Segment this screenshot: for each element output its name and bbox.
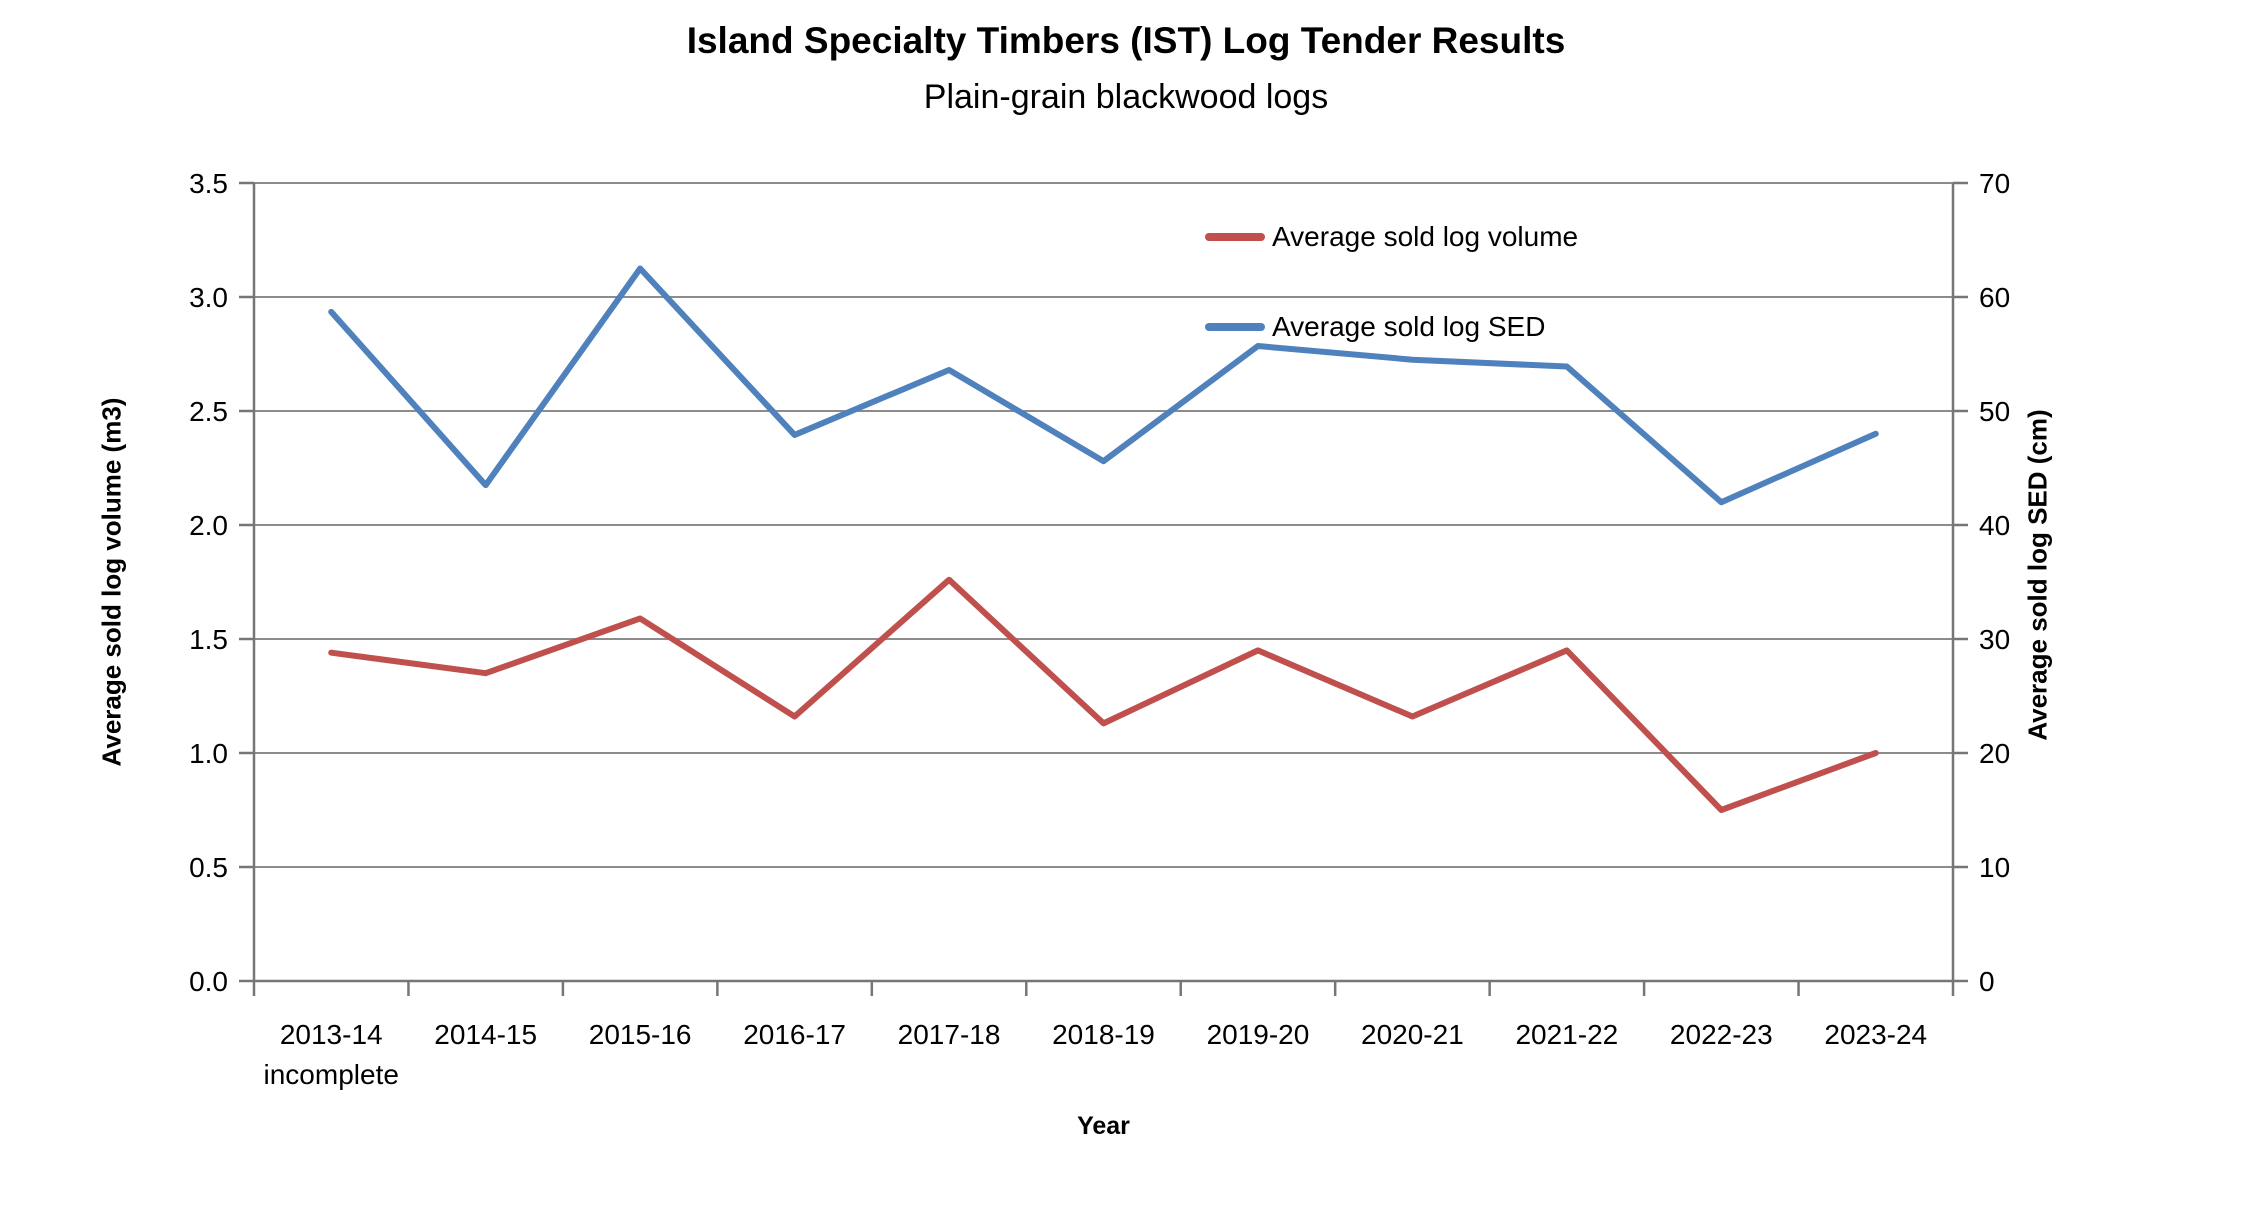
x-tick-label: 2014-15 [434, 1019, 537, 1050]
left-tick-label: 0.5 [189, 852, 228, 883]
x-tick-label: 2013-14 [280, 1019, 383, 1050]
right-tick-label: 0 [1979, 966, 1995, 997]
x-tick-label: 2015-16 [589, 1019, 692, 1050]
legend-item-volume: Average sold log volume [1205, 220, 1578, 254]
x-tick-label: 2021-22 [1515, 1019, 1618, 1050]
x-tick-label: 2023-24 [1824, 1019, 1927, 1050]
x-axis-title: Year [1077, 1112, 1130, 1140]
volume-legend-line-icon [1205, 233, 1265, 241]
right-tick-label: 40 [1979, 510, 2010, 541]
left-tick-label: 3.5 [189, 168, 228, 199]
right-tick-label: 10 [1979, 852, 2010, 883]
left-tick-label: 2.0 [189, 510, 228, 541]
left-tick-label: 3.0 [189, 282, 228, 313]
x-tick-label: 2016-17 [743, 1019, 846, 1050]
x-tick-label: 2017-18 [898, 1019, 1001, 1050]
legend-label-sed: Average sold log SED [1272, 311, 1546, 342]
left-tick-label: 1.5 [189, 624, 228, 655]
sed-legend-line-icon [1205, 323, 1265, 331]
x-tick-label: 2022-23 [1670, 1019, 1773, 1050]
sed-line [328, 265, 1879, 506]
legend-label-volume: Average sold log volume [1272, 221, 1579, 252]
x-tick-label: 2019-20 [1207, 1019, 1310, 1050]
chart-title: Island Specialty Timbers (IST) Log Tende… [686, 20, 1566, 61]
legend-item-sed: Average sold log SED [1205, 310, 1545, 344]
right-tick-label: 70 [1979, 168, 2010, 199]
x-tick-label: 2020-21 [1361, 1019, 1464, 1050]
left-tick-label: 2.5 [189, 396, 228, 427]
x-tick-note: incomplete [264, 1059, 399, 1090]
right-tick-label: 30 [1979, 624, 2010, 655]
left-tick-label: 0.0 [189, 966, 228, 997]
volume-line [328, 576, 1879, 813]
right-tick-label: 60 [1979, 282, 2010, 313]
right-tick-label: 20 [1979, 738, 2010, 769]
left-tick-label: 1.0 [189, 738, 228, 769]
right-tick-label: 50 [1979, 396, 2010, 427]
x-tick-label: 2018-19 [1052, 1019, 1155, 1050]
chart-subtitle: Plain-grain blackwood logs [923, 78, 1329, 116]
